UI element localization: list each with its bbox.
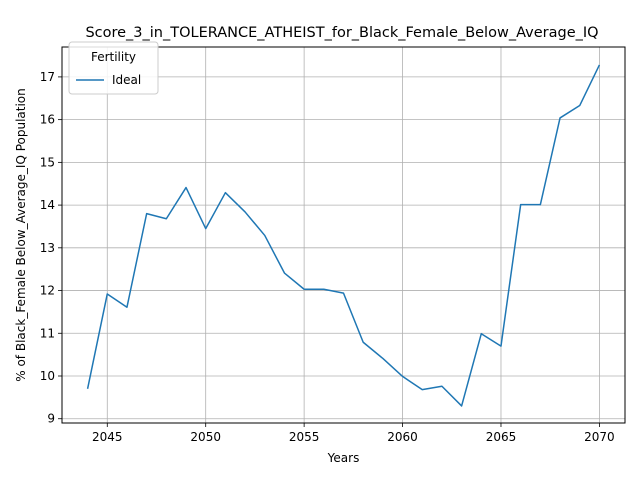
legend: Fertility Ideal — [68, 41, 159, 95]
y-axis-label: % of Black_Female Below_Average_IQ Popul… — [14, 88, 28, 382]
chart-title: Score_3_in_TOLERANCE_ATHEIST_for_Black_F… — [85, 25, 598, 41]
x-tick-label: 2045 — [92, 430, 123, 444]
grid-lines — [62, 47, 625, 423]
x-tick-label: 2050 — [190, 430, 221, 444]
y-tick-label: 9 — [47, 412, 55, 426]
legend-box — [68, 41, 159, 95]
y-tick-label: 17 — [40, 70, 55, 84]
y-axis-ticks: 9 10 11 12 13 14 15 16 17 — [40, 70, 62, 426]
y-tick-label: 16 — [40, 113, 55, 127]
x-tick-label: 2065 — [486, 430, 517, 444]
y-tick-label: 11 — [40, 326, 55, 340]
legend-series-label: Ideal — [112, 73, 141, 87]
x-tick-label: 2060 — [387, 430, 418, 444]
y-tick-label: 15 — [40, 155, 55, 169]
x-axis-ticks: 2045 2050 2055 2060 2065 2070 — [92, 423, 615, 444]
x-tick-label: 2070 — [584, 430, 615, 444]
y-tick-label: 14 — [40, 198, 55, 212]
x-axis-label: Years — [327, 451, 360, 465]
y-tick-label: 10 — [40, 369, 55, 383]
series-layer — [86, 64, 601, 407]
y-tick-label: 12 — [40, 284, 55, 298]
legend-title: Fertility — [91, 50, 136, 64]
y-tick-label: 13 — [40, 241, 55, 255]
plot-frame — [61, 46, 626, 424]
x-tick-label: 2055 — [289, 430, 320, 444]
